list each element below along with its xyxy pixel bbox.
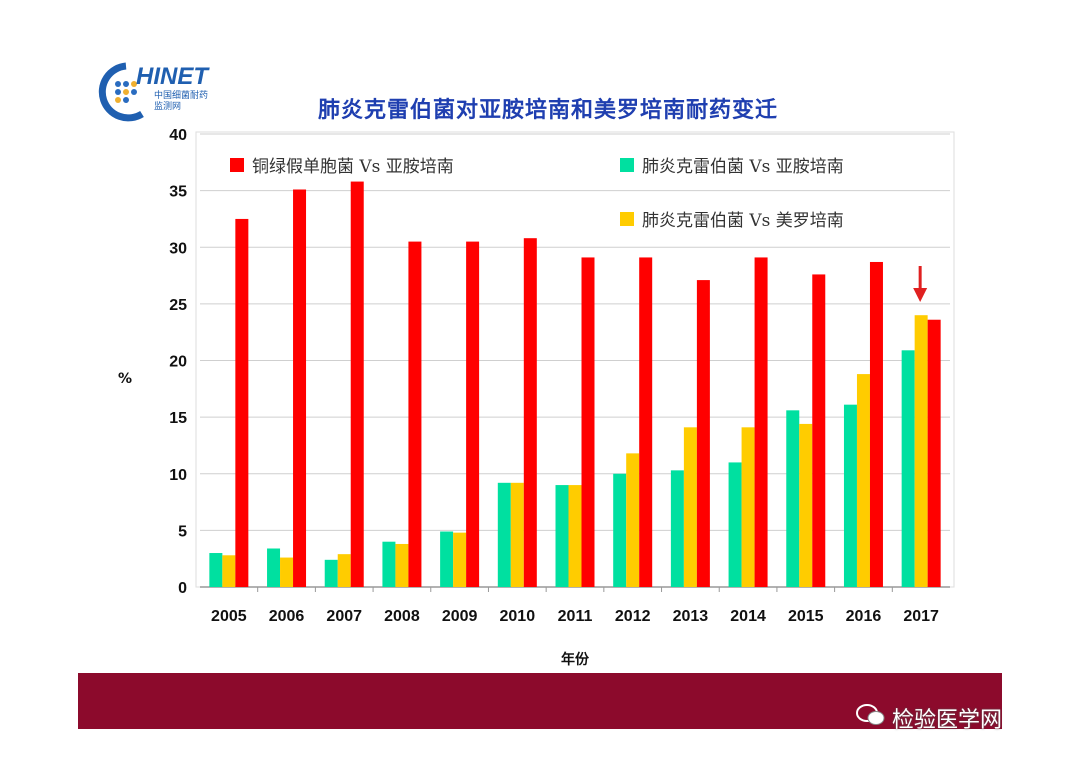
x-tick-label: 2017 bbox=[903, 608, 939, 625]
bar-2017-series-0 bbox=[901, 350, 915, 587]
x-tick-label: 2014 bbox=[730, 608, 766, 625]
y-tick-label: 10 bbox=[169, 467, 187, 484]
bar-chart: 0 5 10 15 20 25 30 35 40 2005 2006 2007 2008 2009 2010… bbox=[118, 127, 955, 668]
y-tick-label: 30 bbox=[169, 240, 187, 257]
y-tick-label: 15 bbox=[169, 410, 187, 427]
y-tick-label: 5 bbox=[178, 523, 187, 540]
bar-2016-series-2 bbox=[869, 261, 883, 587]
legend-item-red: 铜绿假单胞菌 Vs 亚胺培南 bbox=[230, 152, 454, 177]
bar-2011-series-2 bbox=[581, 257, 595, 587]
y-axis-label: % bbox=[118, 371, 132, 387]
bar-2009-series-1 bbox=[453, 532, 467, 587]
bar-2007-series-1 bbox=[337, 554, 351, 587]
legend-swatch bbox=[620, 211, 634, 226]
down-arrow-icon bbox=[913, 288, 928, 302]
footer-band bbox=[78, 673, 1002, 729]
bar-2016-series-1 bbox=[856, 374, 870, 587]
bar-2007-series-0 bbox=[324, 559, 338, 587]
bar-2012-series-2 bbox=[639, 257, 653, 587]
bar-2017-series-2 bbox=[927, 319, 941, 587]
x-tick-label: 2011 bbox=[558, 608, 593, 625]
bar-2015-series-0 bbox=[786, 410, 800, 587]
bar-2006-series-2 bbox=[293, 189, 307, 587]
legend-label: 铜绿假单胞菌 Vs 亚胺培南 bbox=[252, 157, 454, 177]
bar-2016-series-0 bbox=[843, 404, 857, 587]
svg-text:中国细菌耐药: 中国细菌耐药 bbox=[154, 89, 208, 101]
x-axis-label: 年份 bbox=[561, 651, 590, 668]
x-tick-label: 2010 bbox=[500, 608, 536, 625]
bar-2008-series-1 bbox=[395, 543, 409, 587]
bar-2010-series-1 bbox=[510, 482, 524, 587]
bar-2014-series-2 bbox=[754, 257, 768, 587]
watermark: 检验医学网 bbox=[856, 702, 1002, 734]
bar-2012-series-1 bbox=[626, 453, 640, 587]
x-tick-label: 2006 bbox=[269, 608, 305, 625]
wechat-icon bbox=[856, 703, 886, 733]
bar-2013-series-1 bbox=[683, 427, 697, 587]
bar-2006-series-1 bbox=[280, 557, 294, 587]
bar-2008-series-2 bbox=[408, 241, 422, 587]
watermark-text: 检验医学网 bbox=[892, 708, 1003, 733]
y-tick-label: 20 bbox=[169, 354, 187, 371]
chart-title: 肺炎克雷伯菌对亚胺培南和美罗培南耐药变迁 bbox=[318, 98, 779, 123]
x-tick-label: 2008 bbox=[384, 608, 420, 625]
bar-2013-series-0 bbox=[670, 470, 684, 587]
bar-2005-series-2 bbox=[235, 218, 249, 587]
bar-2011-series-0 bbox=[555, 485, 569, 587]
bar-2017-series-1 bbox=[914, 315, 928, 587]
y-tick-label: 0 bbox=[178, 580, 187, 597]
svg-text:监测网: 监测网 bbox=[154, 100, 181, 112]
bar-2010-series-2 bbox=[523, 238, 537, 587]
bar-2007-series-2 bbox=[350, 181, 364, 587]
bar-2013-series-2 bbox=[696, 280, 710, 587]
legend-item-yellow: 肺炎克雷伯菌 Vs 美罗培南 bbox=[620, 206, 844, 231]
bar-2005-series-1 bbox=[222, 555, 236, 587]
bar-2006-series-0 bbox=[267, 548, 281, 587]
bar-2014-series-1 bbox=[741, 427, 755, 587]
bar-2011-series-1 bbox=[568, 485, 582, 587]
svg-text:HINET: HINET bbox=[136, 63, 210, 90]
legend-label: 肺炎克雷伯菌 Vs 亚胺培南 bbox=[642, 157, 844, 177]
x-tick-label: 2015 bbox=[788, 608, 824, 625]
y-tick-label: 40 bbox=[169, 127, 187, 144]
legend-label: 肺炎克雷伯菌 Vs 美罗培南 bbox=[642, 211, 844, 231]
legend-swatch bbox=[230, 157, 244, 172]
bar-2010-series-0 bbox=[497, 482, 511, 587]
chinet-logo: HINET 中国细菌耐药 监测网 bbox=[96, 58, 246, 122]
bar-2009-series-2 bbox=[466, 241, 480, 587]
bar-2008-series-0 bbox=[382, 541, 396, 587]
legend-swatch bbox=[620, 157, 634, 172]
bar-2015-series-2 bbox=[812, 274, 826, 587]
bar-2012-series-0 bbox=[613, 473, 627, 587]
y-tick-label: 25 bbox=[169, 297, 187, 314]
x-tick-label: 2009 bbox=[442, 608, 478, 625]
bar-2005-series-0 bbox=[209, 553, 223, 587]
x-tick-label: 2007 bbox=[326, 608, 362, 625]
bar-2009-series-0 bbox=[440, 531, 454, 587]
x-tick-label: 2016 bbox=[846, 608, 882, 625]
x-tick-label: 2005 bbox=[211, 608, 247, 625]
bar-2015-series-1 bbox=[799, 423, 813, 587]
legend-item-green: 肺炎克雷伯菌 Vs 亚胺培南 bbox=[620, 152, 844, 177]
bar-2014-series-0 bbox=[728, 462, 742, 587]
x-tick-label: 2013 bbox=[673, 608, 709, 625]
y-tick-label: 35 bbox=[169, 184, 187, 201]
x-tick-label: 2012 bbox=[615, 608, 651, 625]
